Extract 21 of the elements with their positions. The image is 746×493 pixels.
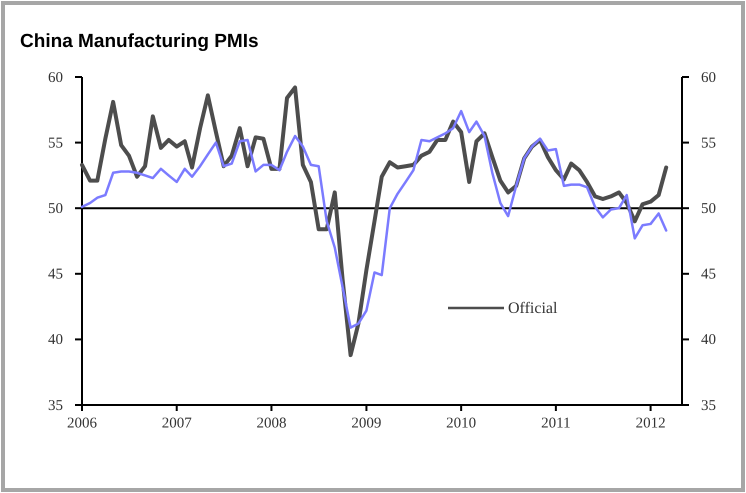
legend-label: Official — [508, 300, 558, 317]
y2-tick-label: 40 — [701, 332, 716, 348]
y-tick-label: 50 — [48, 201, 63, 217]
x-tick-label: 2012 — [636, 416, 666, 432]
y-tick-label: 60 — [48, 70, 63, 86]
x-tick-label: 2008 — [256, 416, 286, 432]
chart-title: China Manufacturing PMIs — [20, 31, 259, 52]
x-tick-label: 2009 — [351, 416, 382, 432]
y-tick-label: 45 — [48, 266, 63, 283]
x-tick-label: 2010 — [446, 416, 476, 432]
x-tick-label: 2007 — [162, 416, 192, 432]
y2-tick-label: 50 — [701, 201, 716, 217]
y-tick-label: 55 — [48, 135, 63, 152]
y2-tick-label: 55 — [701, 135, 716, 152]
y-tick-label: 35 — [48, 398, 63, 414]
x-tick-label: 2006 — [67, 416, 98, 432]
y2-tick-label: 35 — [701, 398, 716, 414]
x-tick-label: 2011 — [541, 416, 571, 432]
y-tick-label: 40 — [48, 332, 63, 348]
y2-tick-label: 60 — [701, 70, 716, 86]
y2-tick-label: 45 — [701, 266, 716, 283]
